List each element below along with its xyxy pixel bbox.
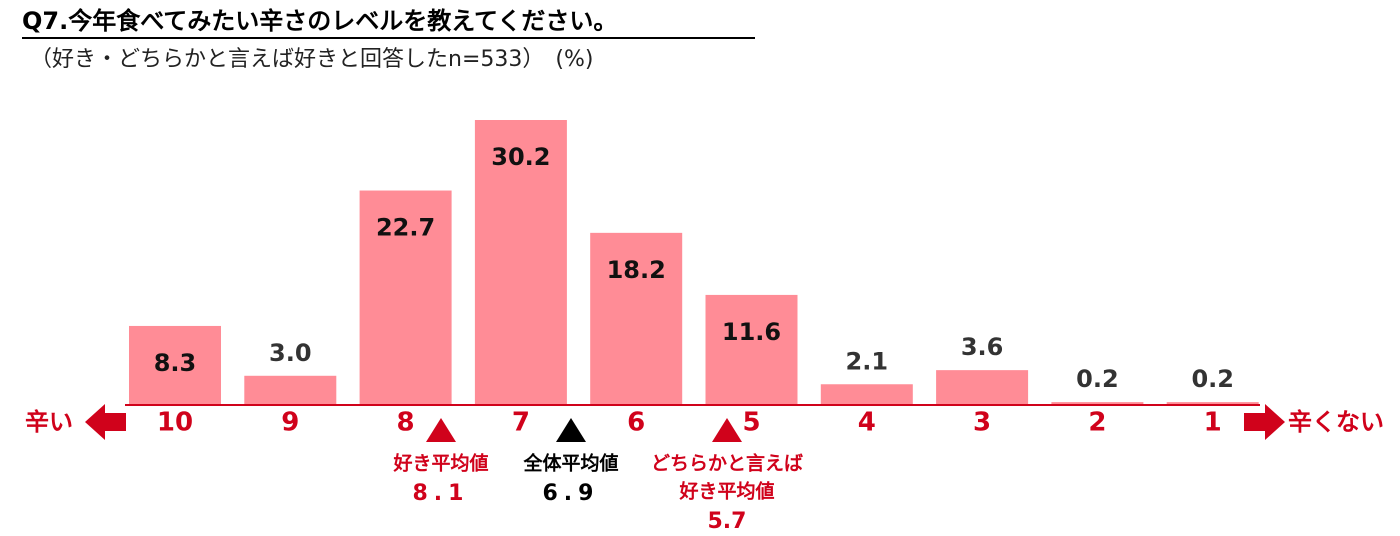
x-tick-label: 8 (397, 408, 415, 438)
x-tick-label: 1 (1204, 408, 1222, 438)
x-tick-label: 7 (512, 408, 530, 438)
value-label: 0.2 (1191, 365, 1234, 393)
x-tick-label: 9 (281, 408, 299, 438)
value-label: 18.2 (607, 256, 666, 284)
chart-subtitle: （好き・どちらかと言えば好きと回答したn=533） (%) (30, 47, 593, 72)
annotation-label: どちらかと言えば (651, 452, 803, 475)
average-marker (426, 418, 456, 442)
value-label: 8.3 (154, 349, 197, 377)
value-label: 30.2 (491, 143, 550, 171)
bar (129, 325, 221, 404)
value-label: 3.0 (269, 339, 312, 367)
value-label: 22.7 (376, 214, 435, 242)
annotation-label: 全体平均値 (522, 452, 618, 475)
bar (590, 232, 683, 404)
bar (474, 120, 567, 404)
average-marker (712, 418, 742, 442)
bar (820, 384, 913, 404)
left-arrow (85, 404, 126, 440)
right-label: 辛くない (1288, 408, 1384, 436)
x-tick-label: 2 (1088, 408, 1106, 438)
value-label: 2.1 (846, 347, 889, 375)
annotation-value: 8.1 (413, 481, 470, 506)
x-tick-label: 4 (858, 408, 876, 438)
bar (705, 294, 798, 404)
bar (936, 370, 1029, 404)
right-arrow (1244, 404, 1285, 440)
x-tick-label: 5 (742, 408, 760, 438)
bar (359, 190, 452, 404)
bar (1051, 402, 1144, 404)
chart-title: Q7.今年食べてみたい辛さのレベルを教えてください。 (22, 7, 617, 35)
left-label: 辛い (25, 408, 73, 436)
bar (1166, 402, 1259, 404)
value-label: 11.6 (722, 318, 781, 346)
x-tick-label: 3 (973, 408, 991, 438)
annotation-value: 6.9 (543, 481, 600, 506)
x-tick-label: 10 (157, 408, 193, 438)
x-tick-label: 6 (627, 408, 645, 438)
value-label: 0.2 (1076, 365, 1119, 393)
annotation-label: 好き平均値 (392, 452, 488, 475)
average-marker (556, 418, 586, 442)
value-label: 3.6 (961, 333, 1004, 361)
annotation-value: 5.7 (708, 509, 747, 534)
annotation-label: 好き平均値 (678, 480, 774, 503)
bar (244, 375, 337, 404)
